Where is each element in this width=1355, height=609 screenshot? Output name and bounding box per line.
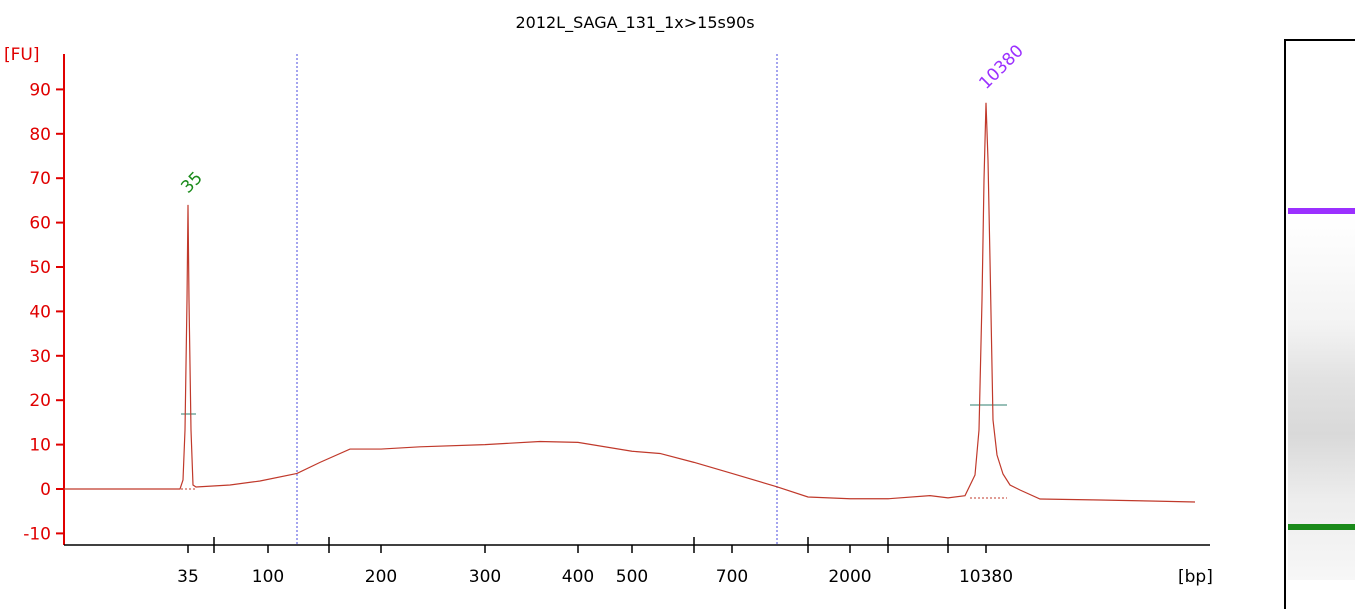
y-tick-label: 40: [29, 302, 51, 322]
y-tick-label: 50: [29, 258, 51, 278]
peak-label-10380: 10380: [975, 41, 1027, 93]
x-tick-label: 500: [616, 567, 648, 587]
series-line: [64, 102, 1196, 503]
gel-lane-gradient: [1288, 215, 1355, 580]
y-tick-label: 20: [29, 391, 51, 411]
y-tick-label: 80: [29, 125, 51, 145]
x-tick-label: 2000: [828, 567, 871, 587]
y-tick-label: 30: [29, 347, 51, 367]
y-tick-label: 90: [29, 80, 51, 100]
x-ticks: 35 100 200 300 400 500 700 2000 10380: [177, 537, 1013, 587]
x-tick-label: 10380: [959, 567, 1013, 587]
y-tick-label: 70: [29, 169, 51, 189]
x-tick-label: 400: [562, 567, 594, 587]
y-axis-unit: [FU]: [4, 45, 40, 65]
x-tick-label: 35: [177, 567, 199, 587]
x-tick-label: 700: [716, 567, 748, 587]
gel-band-lower-marker: [1288, 524, 1355, 530]
gel-lane: [1284, 39, 1355, 609]
y-tick-label: 0: [40, 480, 51, 500]
y-tick-label: 60: [29, 214, 51, 234]
chart-title: 2012L_SAGA_131_1x>15s90s: [515, 13, 754, 33]
x-tick-label: 200: [365, 567, 397, 587]
y-tick-label: -10: [23, 524, 51, 544]
x-tick-label: 300: [469, 567, 501, 587]
y-tick-label: 10: [29, 436, 51, 456]
gel-band-upper-marker: [1288, 208, 1355, 214]
x-axis-unit: [bp]: [1178, 567, 1213, 587]
y-ticks: -10 0 10 20 30 40 50 60 70 80 90: [23, 80, 64, 544]
peak-label-35: 35: [177, 168, 206, 197]
x-tick-label: 100: [252, 567, 284, 587]
